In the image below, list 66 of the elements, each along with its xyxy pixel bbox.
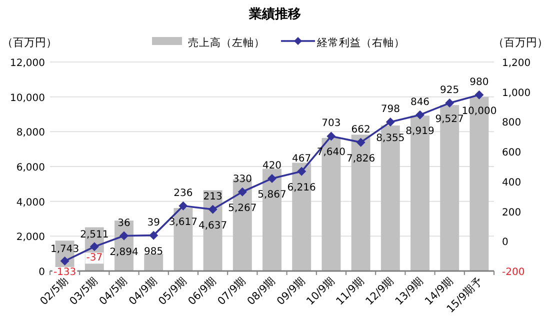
- data-label: 925: [440, 85, 460, 96]
- data-label: 1,743: [50, 244, 80, 255]
- y-tick-label: 6,000: [16, 162, 45, 174]
- point: [120, 231, 128, 240]
- point: [297, 166, 306, 176]
- data-label: 236: [174, 188, 193, 199]
- data-label: 213: [203, 191, 222, 202]
- data-label: 420: [262, 160, 282, 172]
- bar: [144, 254, 164, 271]
- y2-tick-label: 1,000: [502, 88, 531, 99]
- data-label: 9,527: [435, 114, 464, 126]
- y2-tick-label: 400: [502, 177, 522, 188]
- legend-label: 売上高（左軸）: [188, 36, 265, 49]
- y-axis-title: （百万円）: [2, 36, 57, 49]
- y-tick-label: 8,000: [16, 128, 45, 139]
- data-label: 985: [144, 246, 164, 258]
- data-label: 6,216: [287, 182, 316, 194]
- point: [208, 204, 218, 214]
- data-label: 798: [380, 104, 400, 116]
- y2-tick-label: 800: [502, 118, 522, 129]
- data-label: 7,826: [346, 153, 376, 164]
- point: [445, 98, 454, 108]
- data-label: 846: [410, 96, 430, 108]
- data-label: 703: [322, 118, 341, 130]
- y-tick-label: 10,000: [10, 92, 45, 104]
- point: [416, 110, 424, 120]
- y2-tick-label: 200: [502, 207, 522, 218]
- y2-tick-label: -200: [502, 267, 525, 278]
- y2-tick-label: 1,200: [502, 58, 531, 69]
- data-label: -37: [86, 252, 103, 264]
- data-label: 3,617: [168, 216, 198, 228]
- point: [178, 201, 188, 210]
- data-label: 8,919: [406, 126, 434, 137]
- data-label: -133: [53, 267, 76, 278]
- data-label: 39: [147, 217, 160, 228]
- y-tick-label: 2,000: [16, 232, 45, 244]
- data-label: 7,640: [316, 147, 346, 158]
- point: [386, 118, 395, 127]
- point: [474, 90, 484, 100]
- data-label: 10,000: [462, 106, 497, 117]
- point: [326, 132, 336, 141]
- data-label: 36: [118, 218, 130, 229]
- point: [149, 230, 158, 240]
- y2-tick-label: 0: [502, 237, 508, 248]
- y2-tick-label: 600: [502, 148, 522, 159]
- data-label: 980: [470, 76, 489, 88]
- data-label: 662: [351, 124, 370, 136]
- data-label: 330: [232, 174, 252, 185]
- data-label: 5,867: [258, 189, 286, 200]
- y2-axis-title: （百万円）: [493, 36, 548, 49]
- y-tick-label: 0: [38, 267, 45, 278]
- point: [238, 187, 247, 196]
- data-label: 4,637: [198, 220, 228, 232]
- data-label: 467: [292, 153, 312, 164]
- point: [60, 256, 70, 266]
- point: [90, 242, 99, 252]
- legend-label: 経常利益（右軸）: [316, 36, 405, 49]
- chart-title: 業績推移: [248, 7, 301, 22]
- point: [268, 174, 276, 183]
- data-label: 5,267: [228, 202, 257, 214]
- data-label: 2,894: [110, 246, 138, 258]
- y-tick-label: 4,000: [16, 197, 45, 208]
- y-tick-label: 12,000: [10, 58, 45, 69]
- data-label: 2,511: [80, 230, 109, 241]
- data-label: 8,355: [376, 133, 405, 144]
- point: [356, 138, 366, 147]
